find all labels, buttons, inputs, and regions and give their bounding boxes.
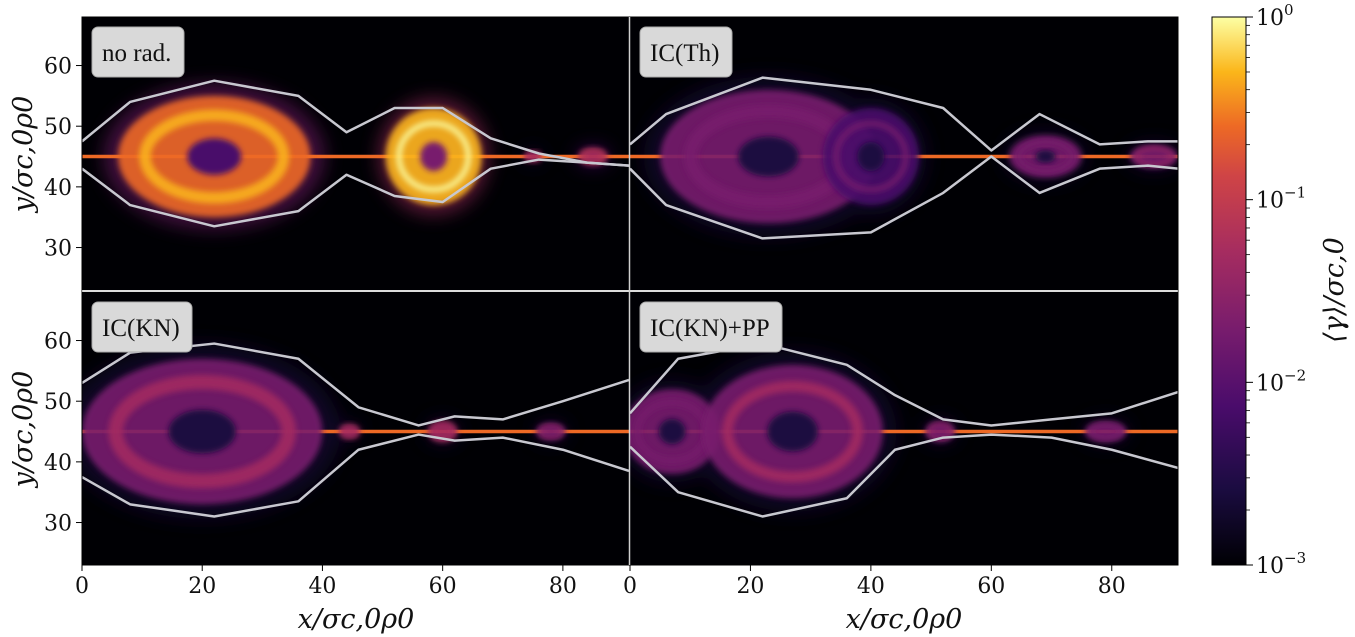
plasmoid-core bbox=[738, 136, 799, 177]
plasmoid-ring bbox=[396, 120, 472, 193]
colorbar-label: ⟨γ⟩/σc,0 bbox=[1319, 237, 1350, 343]
plasmoid-core bbox=[187, 138, 242, 175]
y-tick-label: 60 bbox=[44, 55, 72, 80]
plasmoid-ring bbox=[139, 109, 290, 204]
colorbar-tick-label: 10−2 bbox=[1256, 366, 1306, 396]
separatrix-upper bbox=[82, 79, 629, 167]
plasmoid-ring bbox=[1089, 422, 1123, 441]
x-tick-label: 0 bbox=[623, 574, 637, 599]
y-tick-label: 50 bbox=[44, 390, 72, 415]
y-tick-label: 30 bbox=[44, 237, 72, 262]
plasmoid bbox=[822, 108, 920, 206]
x-tick-label: 0 bbox=[75, 574, 89, 599]
colorbar-tick-label: 100 bbox=[1256, 1, 1294, 31]
panel-label-text: IC(Th) bbox=[650, 40, 719, 67]
plasmoid bbox=[1084, 420, 1127, 443]
x-tick-label: 60 bbox=[429, 574, 457, 599]
plasmoid bbox=[630, 389, 721, 474]
x-axis-label-right: x/σc,0ρ0 bbox=[846, 604, 963, 635]
y-axis-label-bottom: y/σc,0ρ0 bbox=[8, 371, 39, 489]
panel-label-box bbox=[91, 301, 193, 353]
separatrix-lower bbox=[82, 433, 629, 518]
panel-label-box bbox=[91, 26, 185, 78]
colorbar-ticks: 100 10−1 10−2 10−3 bbox=[1246, 1, 1306, 579]
plasmoid bbox=[82, 358, 323, 505]
y-tick-label: 50 bbox=[44, 115, 72, 140]
plasmoid-core bbox=[1035, 150, 1056, 163]
panel-label-box bbox=[639, 301, 783, 353]
panel-label-text: IC(KN) bbox=[102, 315, 180, 342]
x-tick-label: 80 bbox=[549, 574, 577, 599]
colorbar-gradient bbox=[1211, 16, 1247, 566]
panel-label-box bbox=[639, 26, 733, 78]
panel-label: IC(KN) bbox=[91, 301, 193, 353]
x-tick-label: 20 bbox=[736, 574, 764, 599]
y-tick-label: 40 bbox=[44, 176, 72, 201]
colorbar-tick-label: 10−3 bbox=[1256, 549, 1306, 579]
panel-label: IC(Th) bbox=[639, 26, 733, 78]
plasmoid-core bbox=[658, 418, 686, 445]
plasmoid bbox=[385, 108, 482, 206]
heatmap-panels: no rad. IC(Th) IC(KN) IC(KN)+PP bbox=[82, 17, 1178, 565]
x-tick-label: 40 bbox=[308, 574, 336, 599]
separatrix-lower bbox=[630, 155, 1178, 240]
plasmoid-ring bbox=[1135, 146, 1173, 167]
x-tick-label: 20 bbox=[188, 574, 216, 599]
separatrix-lower bbox=[630, 433, 1178, 518]
separatrix-lower bbox=[82, 158, 629, 228]
panel-1 bbox=[630, 17, 1178, 290]
plasmoid-ring bbox=[833, 120, 909, 193]
panel-label-text: IC(KN)+PP bbox=[650, 315, 770, 342]
axes: 0 20 40 60 80 0 20 40 60 80 30 40 50 60 30 40 50 60 bbox=[44, 16, 1179, 599]
plasmoid bbox=[1009, 135, 1082, 178]
panel-0 bbox=[82, 17, 629, 290]
x-axis-label-left: x/σc,0ρ0 bbox=[298, 604, 415, 635]
x-tick-label: 40 bbox=[857, 574, 885, 599]
separatrix-upper bbox=[630, 76, 1178, 152]
y-tick-label: 60 bbox=[44, 330, 72, 355]
plasmoid bbox=[702, 364, 883, 499]
plasmoid-ring bbox=[539, 424, 563, 439]
plasmoid-ring bbox=[340, 425, 359, 438]
plasmoid bbox=[338, 423, 361, 440]
plasmoid-ring bbox=[722, 380, 864, 483]
y-axis-label-top: y/σc,0ρ0 bbox=[8, 96, 39, 214]
plasmoid bbox=[535, 422, 566, 441]
plasmoid-core bbox=[420, 141, 448, 172]
panel-label: no rad. bbox=[91, 26, 185, 78]
x-tick-label: 60 bbox=[977, 574, 1005, 599]
plasmoid bbox=[118, 95, 311, 218]
colorbar-tick-label: 10−1 bbox=[1256, 184, 1306, 214]
y-tick-label: 30 bbox=[44, 512, 72, 537]
plasmoid-ring bbox=[1017, 139, 1074, 174]
y-tick-label: 40 bbox=[44, 451, 72, 476]
plasmoid-ring bbox=[108, 374, 296, 489]
panel-label: IC(KN)+PP bbox=[639, 301, 783, 353]
colorbar: 100 10−1 10−2 10−3 ⟨γ⟩/σc,0 bbox=[1211, 1, 1350, 579]
plasmoid-core bbox=[857, 141, 885, 172]
plasmoid-core bbox=[767, 411, 818, 452]
plasmoid bbox=[1129, 144, 1178, 169]
panel-label-text: no rad. bbox=[102, 40, 171, 67]
x-tick-label: 80 bbox=[1098, 574, 1126, 599]
plasmoid-core bbox=[168, 409, 236, 454]
